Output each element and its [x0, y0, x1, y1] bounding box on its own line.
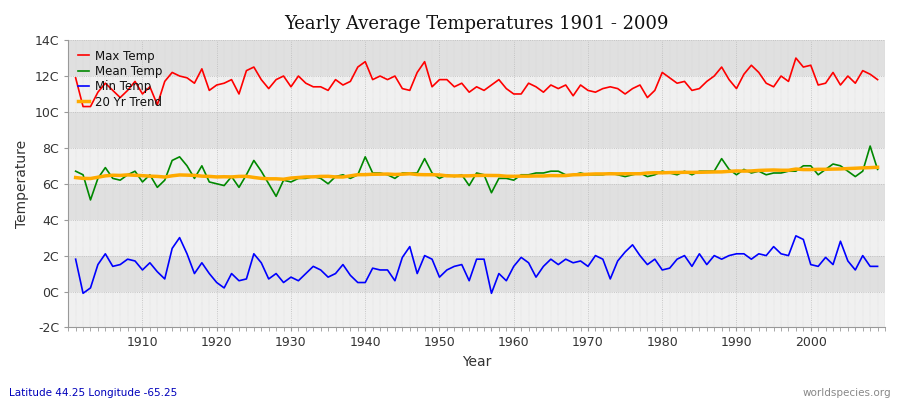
Text: worldspecies.org: worldspecies.org	[803, 388, 891, 398]
Max Temp	[516, 92, 526, 96]
X-axis label: Year: Year	[462, 355, 491, 369]
Line: 20 Yr Trend: 20 Yr Trend	[76, 167, 878, 179]
Mean Temp	[345, 176, 356, 181]
Line: Min Temp: Min Temp	[76, 236, 878, 293]
Min Temp	[508, 264, 519, 269]
Mean Temp	[137, 180, 148, 184]
20 Yr Trend	[301, 174, 311, 179]
Bar	[68, 292, 885, 328]
20 Yr Trend	[516, 174, 526, 178]
Mean Temp	[516, 172, 526, 177]
Mean Temp	[86, 198, 96, 202]
Mean Temp	[508, 178, 519, 182]
Bar	[68, 148, 885, 184]
Min Temp	[605, 276, 616, 281]
Mean Temp	[865, 144, 876, 148]
Line: Mean Temp: Mean Temp	[76, 146, 878, 200]
Bar	[68, 112, 885, 148]
Min Temp	[77, 291, 88, 296]
Bar	[68, 76, 885, 112]
Min Temp	[301, 271, 311, 276]
Min Temp	[872, 264, 883, 269]
Min Temp	[70, 257, 81, 262]
20 Yr Trend	[345, 174, 356, 178]
20 Yr Trend	[872, 165, 883, 170]
Mean Temp	[605, 170, 616, 175]
Text: Latitude 44.25 Longitude -65.25: Latitude 44.25 Longitude -65.25	[9, 388, 177, 398]
Min Temp	[790, 234, 801, 238]
Bar	[68, 40, 885, 76]
Max Temp	[872, 77, 883, 82]
Max Temp	[70, 76, 81, 80]
20 Yr Trend	[508, 174, 519, 179]
Mean Temp	[872, 167, 883, 172]
20 Yr Trend	[70, 175, 81, 180]
Min Temp	[516, 255, 526, 260]
Max Temp	[77, 104, 88, 109]
Mean Temp	[70, 169, 81, 174]
20 Yr Trend	[605, 171, 616, 176]
Bar	[68, 184, 885, 220]
Max Temp	[790, 56, 801, 60]
Min Temp	[345, 273, 356, 278]
20 Yr Trend	[130, 173, 140, 178]
Legend: Max Temp, Mean Temp, Min Temp, 20 Yr Trend: Max Temp, Mean Temp, Min Temp, 20 Yr Tre…	[74, 46, 166, 112]
Bar	[68, 256, 885, 292]
Max Temp	[605, 84, 616, 89]
Mean Temp	[301, 176, 311, 181]
Max Temp	[301, 81, 311, 86]
Min Temp	[137, 268, 148, 272]
Line: Max Temp: Max Temp	[76, 58, 878, 106]
20 Yr Trend	[278, 177, 289, 182]
Max Temp	[137, 92, 148, 96]
Max Temp	[345, 79, 356, 84]
Title: Yearly Average Temperatures 1901 - 2009: Yearly Average Temperatures 1901 - 2009	[284, 15, 669, 33]
Max Temp	[508, 92, 519, 96]
Y-axis label: Temperature: Temperature	[15, 140, 29, 228]
Bar	[68, 220, 885, 256]
